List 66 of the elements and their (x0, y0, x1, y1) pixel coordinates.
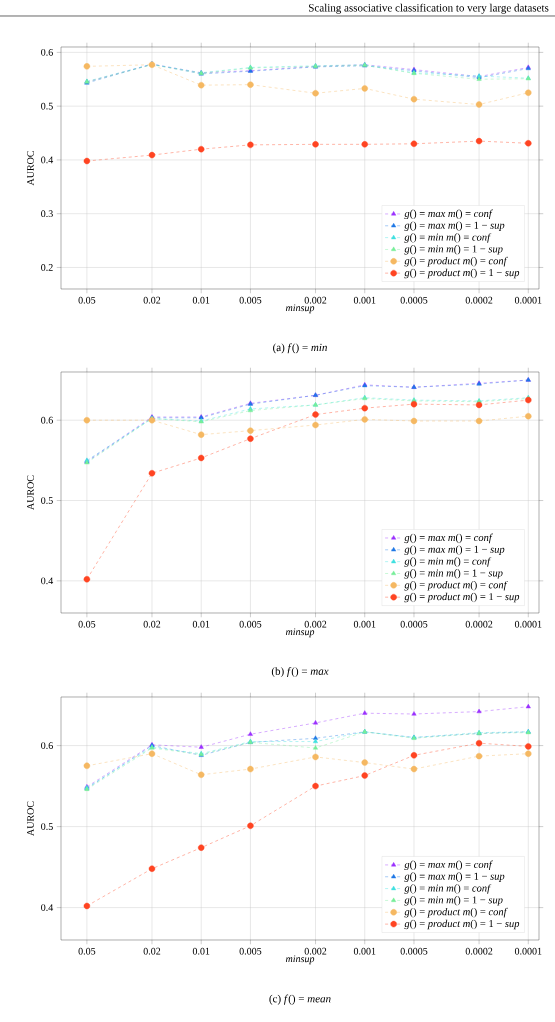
x-tick-label: 0.002 (304, 947, 327, 955)
y-tick-label: 0.2 (41, 264, 53, 271)
x-tick-label: 0.0001 (514, 947, 542, 955)
y-tick-label: 0.5 (41, 102, 53, 110)
x-axis-title: minsup (285, 628, 315, 638)
x-tick-label: 0.0005 (400, 947, 428, 955)
legend-label: g() = max m() = conf (404, 209, 493, 220)
legend-label: g() = min m() = conf (404, 557, 492, 567)
y-tick-label: 0.4 (41, 577, 54, 585)
legend-label: g() = max m() = 1 − sup (404, 545, 505, 555)
x-tick-label: 0.0002 (465, 296, 493, 304)
x-tick-label: 0.01 (192, 620, 210, 628)
y-tick-label: 0.4 (41, 904, 54, 911)
x-tick-label: 0.02 (143, 620, 161, 628)
legend-label: g() = product m() = 1 − sup (404, 268, 520, 279)
x-axis-title: minsup (285, 955, 315, 965)
y-tick-label: 0.3 (41, 210, 53, 218)
x-tick-label: 0.005 (239, 947, 262, 955)
x-tick-label: 0.0005 (400, 620, 428, 628)
x-tick-label: 0.0002 (465, 947, 493, 955)
legend-label: g() = product m() = conf (404, 907, 508, 918)
y-tick-label: 0.5 (41, 823, 53, 830)
x-tick-label: 0.001 (353, 296, 376, 304)
legend-label: g() = max m() = 1 − sup (404, 221, 505, 231)
x-tick-label: 0.001 (353, 947, 376, 955)
legend-label: g() = max m() = conf (404, 533, 493, 544)
x-tick-label: 0.001 (353, 620, 376, 628)
legend-label: g() = product m() = 1 − sup (404, 919, 520, 930)
legend-label: g() = min m() = 1 − sup (404, 896, 503, 906)
text: (b) f() = max (271, 667, 329, 678)
x-tick-label: 0.0005 (400, 296, 428, 304)
y-axis-title: AUROC (27, 151, 34, 186)
legend-label: g() = product m() = 1 − sup (404, 592, 520, 603)
y-tick-label: 0.6 (41, 48, 53, 56)
x-tick-label: 0.05 (78, 620, 96, 628)
x-tick-label: 0.005 (239, 296, 262, 304)
x-tick-label: 0.005 (239, 620, 262, 628)
x-tick-label: 0.02 (143, 296, 161, 304)
y-axis-title: AUROC (27, 801, 34, 836)
y-tick-label: 0.6 (41, 742, 53, 749)
x-tick-label: 0.002 (304, 620, 327, 628)
x-axis-title: minsup (285, 304, 315, 314)
legend-label: g() = min m() = conf (404, 233, 492, 243)
legend-label: g() = min m() = 1 − sup (404, 245, 503, 255)
x-tick-label: 0.05 (78, 296, 96, 304)
x-tick-label: 0.0001 (514, 296, 542, 304)
y-axis-title: AUROC (27, 475, 34, 510)
legend-label: g() = min m() = 1 − sup (404, 569, 503, 579)
y-tick-label: 0.5 (41, 497, 53, 504)
x-tick-label: 0.01 (192, 947, 210, 955)
x-tick-label: 0.01 (192, 296, 210, 304)
x-tick-label: 0.002 (304, 296, 327, 304)
y-tick-label: 0.4 (41, 156, 54, 164)
x-tick-label: 0.05 (78, 947, 96, 955)
text: Scaling associative classification to very large datasets (309, 3, 549, 14)
x-tick-label: 0.0001 (514, 620, 542, 628)
y-tick-label: 0.6 (41, 416, 53, 424)
legend-label: g() = max m() = 1 − sup (404, 872, 505, 882)
legend-label: g() = product m() = conf (404, 580, 508, 591)
legend-label: g() = min m() = conf (404, 884, 492, 894)
legend-label: g() = max m() = conf (404, 860, 493, 871)
text: (a) f() = min (273, 343, 327, 354)
x-tick-label: 0.0002 (465, 620, 493, 628)
legend-label: g() = product m() = conf (404, 256, 508, 267)
x-tick-label: 0.02 (143, 947, 161, 955)
text: (c) f() = mean (269, 994, 331, 1005)
